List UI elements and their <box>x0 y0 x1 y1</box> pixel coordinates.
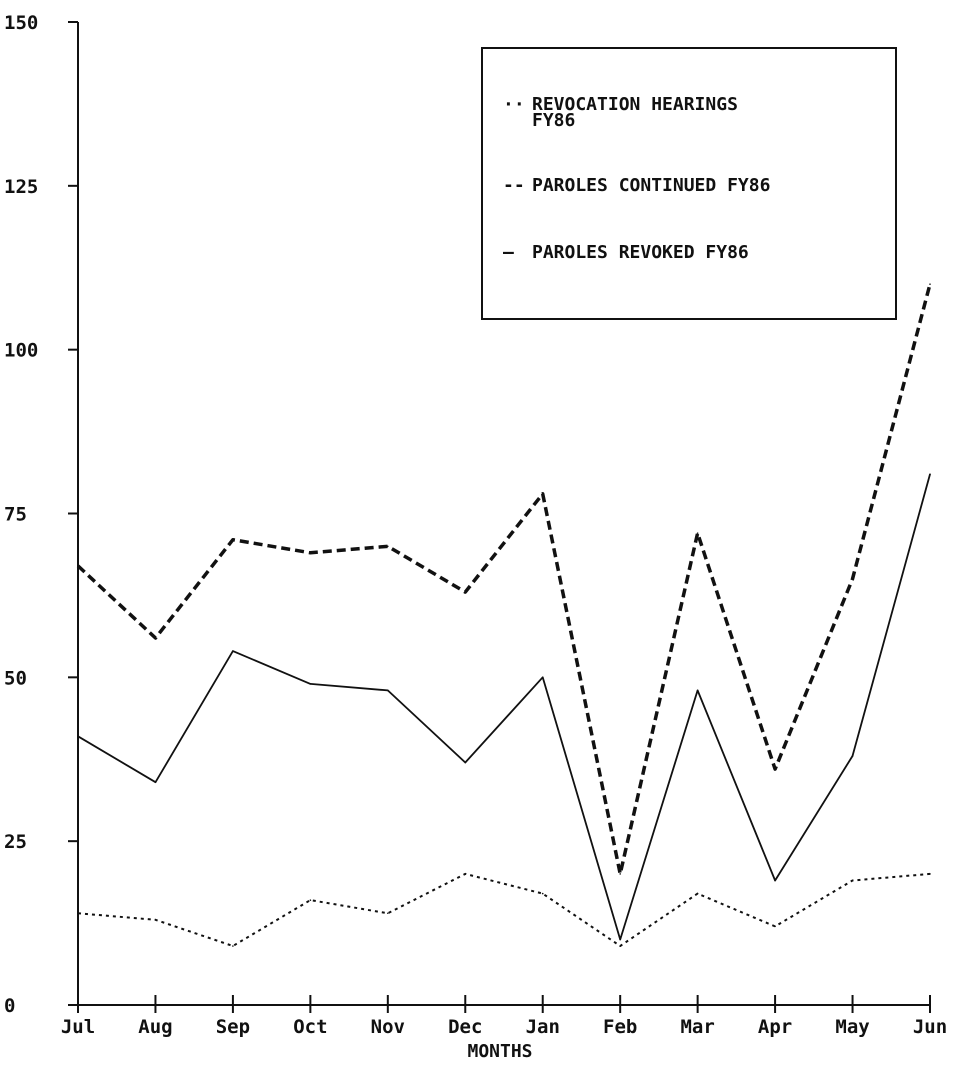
x-tick-label: Jan <box>526 1016 560 1038</box>
legend-box <box>481 47 897 320</box>
y-tick-label: 125 <box>4 176 38 198</box>
x-tick-label: Jul <box>61 1016 95 1038</box>
data-point <box>774 925 776 928</box>
x-tick-label: May <box>835 1016 869 1038</box>
x-tick-label: Mar <box>680 1016 714 1038</box>
data-point <box>387 545 389 548</box>
y-tick-label: 75 <box>4 504 27 526</box>
y-tick-label: 50 <box>4 667 27 689</box>
data-point <box>851 879 854 882</box>
data-point <box>77 735 79 738</box>
data-point <box>309 899 312 901</box>
series-line-1 <box>76 283 932 876</box>
data-point <box>541 493 544 495</box>
data-point <box>541 892 544 895</box>
data-point <box>77 912 79 915</box>
x-tick-label: Apr <box>758 1016 792 1038</box>
legend-label: REVOCATION HEARINGS <box>532 94 738 115</box>
data-point <box>232 538 234 541</box>
x-tick-label: Jun <box>913 1016 947 1038</box>
data-point <box>387 912 389 915</box>
data-point <box>309 552 312 554</box>
axes: 0 25 50 75 100 125 150 Jul Aug Sep Oct Nov Dec Jan Feb… <box>4 12 947 1038</box>
legend-marker: ·· <box>503 94 525 115</box>
data-point <box>541 676 544 679</box>
series-line-2 <box>77 872 931 947</box>
data-point <box>154 781 157 783</box>
y-tick-label: 150 <box>4 12 38 34</box>
data-point <box>696 892 699 895</box>
data-point <box>851 755 854 757</box>
legend-label: PAROLES CONTINUED FY86 <box>532 175 770 196</box>
data-point <box>696 689 699 692</box>
legend-label: PAROLES REVOKED FY86 <box>532 242 749 263</box>
series-line-3 <box>77 473 931 941</box>
data-point <box>619 873 621 875</box>
data-point <box>77 565 79 567</box>
x-tick-label: Aug <box>138 1016 172 1038</box>
data-point <box>774 768 776 770</box>
legend-marker: — <box>503 242 514 263</box>
data-point <box>929 873 931 875</box>
data-point <box>619 938 621 941</box>
data-point <box>387 689 389 692</box>
x-tick-label: Nov <box>371 1016 405 1038</box>
y-tick-label: 0 <box>4 995 15 1017</box>
data-point <box>464 761 467 764</box>
data-point <box>232 945 234 947</box>
series-layer <box>76 283 932 947</box>
x-tick-label: Oct <box>293 1016 327 1038</box>
data-point <box>851 578 854 580</box>
data-point <box>929 283 931 285</box>
y-tick-label: 25 <box>4 831 27 853</box>
data-point <box>154 637 157 639</box>
x-tick-label: Feb <box>603 1016 637 1038</box>
data-point <box>232 650 234 652</box>
legend-label: FY86 <box>532 110 575 131</box>
data-point <box>774 879 776 882</box>
y-tick-label: 100 <box>4 340 38 362</box>
data-point <box>696 532 699 534</box>
x-axis-title: MONTHS <box>467 1041 532 1062</box>
data-point <box>929 473 931 475</box>
legend-marker: -- <box>503 175 525 196</box>
x-tick-label: Dec <box>448 1016 482 1038</box>
data-point <box>619 945 621 947</box>
data-point <box>464 591 467 593</box>
x-tick-label: Sep <box>216 1016 250 1038</box>
data-point <box>154 919 157 921</box>
data-point <box>309 683 312 685</box>
data-point <box>464 873 467 875</box>
